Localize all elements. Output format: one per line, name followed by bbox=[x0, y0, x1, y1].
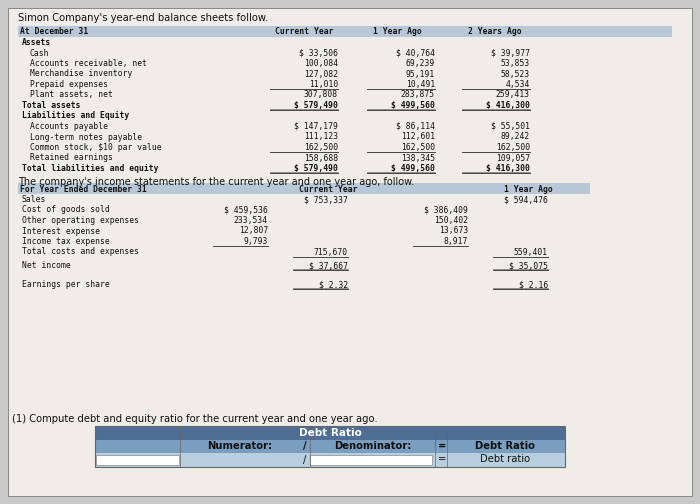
Text: /: / bbox=[303, 455, 307, 465]
Text: 109,057: 109,057 bbox=[496, 154, 530, 162]
Text: Assets: Assets bbox=[22, 38, 51, 47]
Text: 2 Years Ago: 2 Years Ago bbox=[468, 28, 522, 36]
Text: 715,670: 715,670 bbox=[314, 247, 348, 257]
Text: 162,500: 162,500 bbox=[304, 143, 338, 152]
Text: Debt Ratio: Debt Ratio bbox=[475, 441, 535, 451]
Text: $ 33,506: $ 33,506 bbox=[299, 48, 338, 57]
FancyBboxPatch shape bbox=[95, 439, 565, 453]
Text: 283,875: 283,875 bbox=[401, 91, 435, 99]
Text: 259,413: 259,413 bbox=[496, 91, 530, 99]
Text: Retained earnings: Retained earnings bbox=[30, 154, 113, 162]
Text: $ 499,560: $ 499,560 bbox=[391, 164, 435, 173]
Text: Long-term notes payable: Long-term notes payable bbox=[30, 133, 142, 142]
FancyBboxPatch shape bbox=[96, 455, 179, 465]
Text: Common stock, $10 par value: Common stock, $10 par value bbox=[30, 143, 162, 152]
FancyBboxPatch shape bbox=[310, 455, 432, 465]
Text: $ 35,075: $ 35,075 bbox=[509, 261, 548, 270]
Text: /: / bbox=[303, 441, 307, 451]
FancyBboxPatch shape bbox=[95, 426, 565, 439]
Text: At December 31: At December 31 bbox=[20, 28, 88, 36]
Text: 1 Year Ago: 1 Year Ago bbox=[373, 28, 422, 36]
Text: For Year Ended December 31: For Year Ended December 31 bbox=[20, 184, 147, 194]
Text: Total liabilities and equity: Total liabilities and equity bbox=[22, 164, 158, 173]
Text: 559,401: 559,401 bbox=[514, 247, 548, 257]
Text: 127,082: 127,082 bbox=[304, 70, 338, 79]
Text: Cost of goods sold: Cost of goods sold bbox=[22, 206, 110, 215]
Text: =: = bbox=[438, 441, 447, 451]
Text: 162,500: 162,500 bbox=[496, 143, 530, 152]
Text: 1 Year Ago: 1 Year Ago bbox=[503, 184, 552, 194]
Text: $ 594,476: $ 594,476 bbox=[504, 195, 548, 204]
Text: 138,345: 138,345 bbox=[401, 154, 435, 162]
Text: $ 147,179: $ 147,179 bbox=[294, 122, 338, 131]
Text: Accounts receivable, net: Accounts receivable, net bbox=[30, 59, 147, 68]
Text: 111,123: 111,123 bbox=[304, 133, 338, 142]
Text: 100,084: 100,084 bbox=[304, 59, 338, 68]
Text: $ 37,667: $ 37,667 bbox=[309, 261, 348, 270]
Text: $ 2.16: $ 2.16 bbox=[519, 280, 548, 289]
Text: Simon Company's year-end balance sheets follow.: Simon Company's year-end balance sheets … bbox=[18, 13, 268, 23]
Text: $ 753,337: $ 753,337 bbox=[304, 195, 348, 204]
Text: Accounts payable: Accounts payable bbox=[30, 122, 108, 131]
Text: Plant assets, net: Plant assets, net bbox=[30, 91, 113, 99]
Text: 4,534: 4,534 bbox=[505, 80, 530, 89]
Text: $ 459,536: $ 459,536 bbox=[224, 206, 268, 215]
Text: Current Year: Current Year bbox=[299, 184, 357, 194]
Text: 69,239: 69,239 bbox=[406, 59, 435, 68]
Text: Debt ratio: Debt ratio bbox=[480, 455, 530, 465]
Text: $ 499,560: $ 499,560 bbox=[391, 101, 435, 110]
Text: 9,793: 9,793 bbox=[244, 237, 268, 246]
Text: Debt Ratio: Debt Ratio bbox=[299, 427, 361, 437]
Text: $ 55,501: $ 55,501 bbox=[491, 122, 530, 131]
Text: $ 416,300: $ 416,300 bbox=[486, 101, 530, 110]
Text: =: = bbox=[438, 455, 447, 465]
Text: $ 386,409: $ 386,409 bbox=[424, 206, 468, 215]
Text: 89,242: 89,242 bbox=[500, 133, 530, 142]
Text: Merchandise inventory: Merchandise inventory bbox=[30, 70, 132, 79]
Text: Current Year: Current Year bbox=[274, 28, 333, 36]
Text: $ 39,977: $ 39,977 bbox=[491, 48, 530, 57]
Text: $ 579,490: $ 579,490 bbox=[294, 101, 338, 110]
Text: 233,534: 233,534 bbox=[234, 216, 268, 225]
Text: Prepaid expenses: Prepaid expenses bbox=[30, 80, 108, 89]
FancyBboxPatch shape bbox=[8, 8, 692, 496]
Text: 162,500: 162,500 bbox=[401, 143, 435, 152]
Text: $ 86,114: $ 86,114 bbox=[396, 122, 435, 131]
Text: Interest expense: Interest expense bbox=[22, 226, 100, 235]
Text: 307,808: 307,808 bbox=[304, 91, 338, 99]
Text: 95,191: 95,191 bbox=[406, 70, 435, 79]
Text: $ 2.32: $ 2.32 bbox=[318, 280, 348, 289]
Text: Net income: Net income bbox=[22, 261, 71, 270]
FancyBboxPatch shape bbox=[18, 26, 672, 36]
Text: $ 579,490: $ 579,490 bbox=[294, 164, 338, 173]
Text: Total assets: Total assets bbox=[22, 101, 80, 110]
Text: 12,807: 12,807 bbox=[239, 226, 268, 235]
Text: $ 416,300: $ 416,300 bbox=[486, 164, 530, 173]
FancyBboxPatch shape bbox=[18, 183, 590, 194]
Text: Sales: Sales bbox=[22, 195, 46, 204]
Text: 150,402: 150,402 bbox=[434, 216, 468, 225]
Text: 53,853: 53,853 bbox=[500, 59, 530, 68]
FancyBboxPatch shape bbox=[95, 453, 565, 467]
Text: Cash: Cash bbox=[30, 48, 50, 57]
Text: Other operating expenses: Other operating expenses bbox=[22, 216, 139, 225]
Text: 13,673: 13,673 bbox=[439, 226, 468, 235]
Text: 158,688: 158,688 bbox=[304, 154, 338, 162]
Text: Total costs and expenses: Total costs and expenses bbox=[22, 247, 139, 257]
Text: $ 40,764: $ 40,764 bbox=[396, 48, 435, 57]
Text: The company's income statements for the current year and one year ago, follow.: The company's income statements for the … bbox=[18, 177, 414, 187]
Text: Numerator:: Numerator: bbox=[207, 441, 272, 451]
Text: Earnings per share: Earnings per share bbox=[22, 280, 110, 289]
Text: 58,523: 58,523 bbox=[500, 70, 530, 79]
Text: 10,491: 10,491 bbox=[406, 80, 435, 89]
Text: Income tax expense: Income tax expense bbox=[22, 237, 110, 246]
Text: Liabilities and Equity: Liabilities and Equity bbox=[22, 111, 130, 120]
Text: (1) Compute debt and equity ratio for the current year and one year ago.: (1) Compute debt and equity ratio for th… bbox=[12, 414, 377, 424]
Text: Denominator:: Denominator: bbox=[334, 441, 411, 451]
Text: 11,010: 11,010 bbox=[309, 80, 338, 89]
Text: 8,917: 8,917 bbox=[444, 237, 468, 246]
Text: 112,601: 112,601 bbox=[401, 133, 435, 142]
